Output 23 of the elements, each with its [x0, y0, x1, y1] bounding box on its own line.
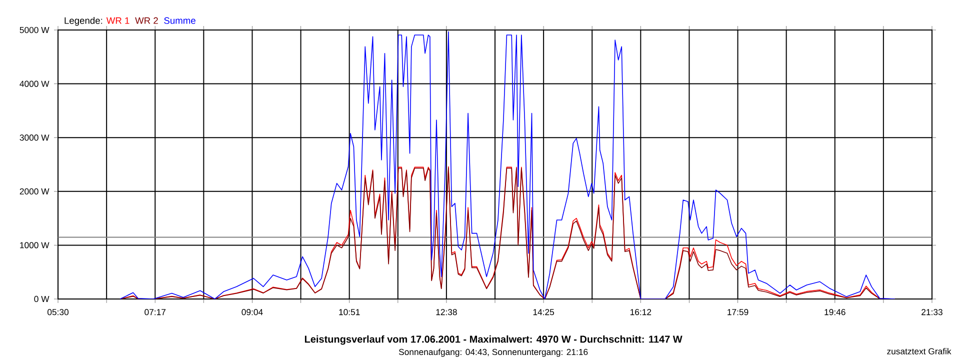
y-tick-label: 1000 W	[20, 242, 50, 248]
x-tick-label: 05:30	[48, 309, 69, 316]
y-tick-label: 4000 W	[20, 80, 50, 87]
y-tick-label: 3000 W	[20, 134, 50, 141]
x-tick-label: 10:51	[339, 309, 360, 316]
text: Summe	[164, 17, 196, 24]
x-tick-label: 07:17	[144, 309, 166, 316]
y-tick-label: 5000 W	[20, 26, 50, 34]
text: WR 2	[135, 17, 158, 24]
x-tick-label: 09:04	[242, 309, 263, 316]
legend-title: Legende:	[64, 17, 102, 26]
x-tick-label: 21:33	[922, 309, 942, 316]
text: WR 1	[106, 17, 130, 24]
text: Sonnenaufgang: 04:43, Sonnenuntergang: 21:16	[398, 348, 588, 357]
x-tick-label: 12:38	[436, 309, 457, 316]
x-tick-label: 14:25	[533, 309, 554, 316]
text: Leistungsverlauf vom 17.06.2001 - Maximalwert: 4970 W - Durchschnitt: 1147 W	[304, 335, 682, 345]
y-tick-label: 2000 W	[20, 188, 50, 194]
text: zusatztext Grafik	[887, 348, 952, 354]
x-tick-label: 19:46	[824, 309, 846, 316]
y-tick-label: 0 W	[34, 296, 50, 302]
x-tick-label: 17:59	[728, 309, 748, 316]
x-tick-label: 16:12	[630, 309, 652, 316]
